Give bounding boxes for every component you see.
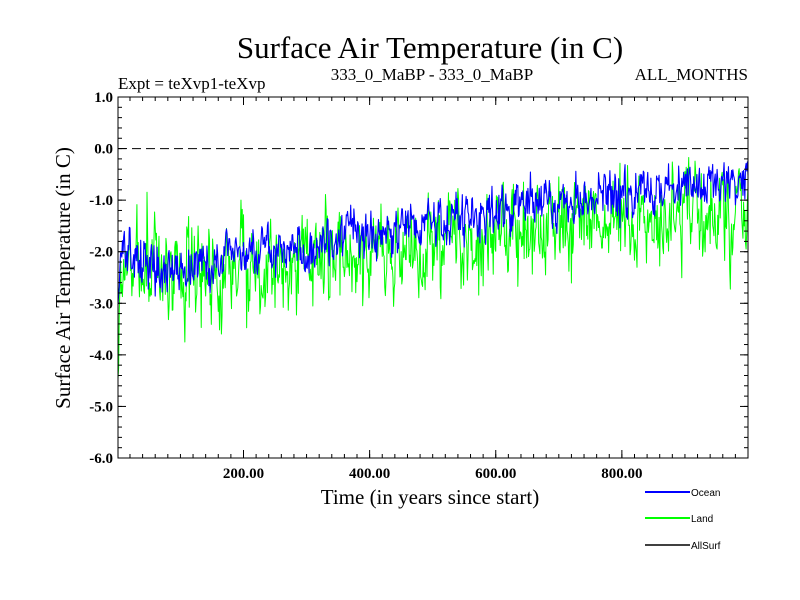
subtitle-months: ALL_MONTHS	[635, 65, 748, 84]
legend-label-land: Land	[691, 514, 713, 525]
series-layer	[117, 157, 749, 380]
x-tick-label: 600.00	[475, 466, 516, 482]
legend-label-allsurf: AllSurf	[691, 541, 721, 552]
plot-frame	[117, 96, 749, 459]
y-tick-label: -6.0	[89, 451, 113, 467]
y-tick-label: -2.0	[89, 245, 113, 261]
y-axis-title: Surface Air Temperature (in C)	[51, 147, 75, 409]
y-tick-label: 1.0	[94, 90, 113, 106]
y-tick-label: -4.0	[89, 348, 113, 364]
y-tick-label: -3.0	[89, 296, 113, 312]
y-tick-label: 0.0	[94, 142, 113, 158]
x-tick-label: 200.00	[223, 466, 264, 482]
legend: Ocean Land AllSurf	[645, 488, 721, 552]
x-tick-label: 800.00	[601, 466, 642, 482]
series-line-ocean	[117, 161, 749, 306]
x-tick-label: 400.00	[349, 466, 390, 482]
x-axis-title: Time (in years since start)	[321, 485, 540, 509]
legend-label-ocean: Ocean	[691, 488, 720, 499]
y-tick-label: -1.0	[89, 193, 113, 209]
subtitle-period: 333_0_MaBP - 333_0_MaBP	[331, 65, 533, 84]
tick-layer: 1.0 0.0 -1.0 -2.0 -3.0 -4.0 -5.0 -6.0 200.00 400.…	[89, 90, 748, 482]
y-tick-label: -5.0	[89, 399, 113, 415]
subtitle-expt: Expt = teXvp1-teXvp	[118, 74, 265, 93]
series-line-land	[117, 157, 749, 380]
chart-title: Surface Air Temperature (in C)	[237, 30, 623, 65]
